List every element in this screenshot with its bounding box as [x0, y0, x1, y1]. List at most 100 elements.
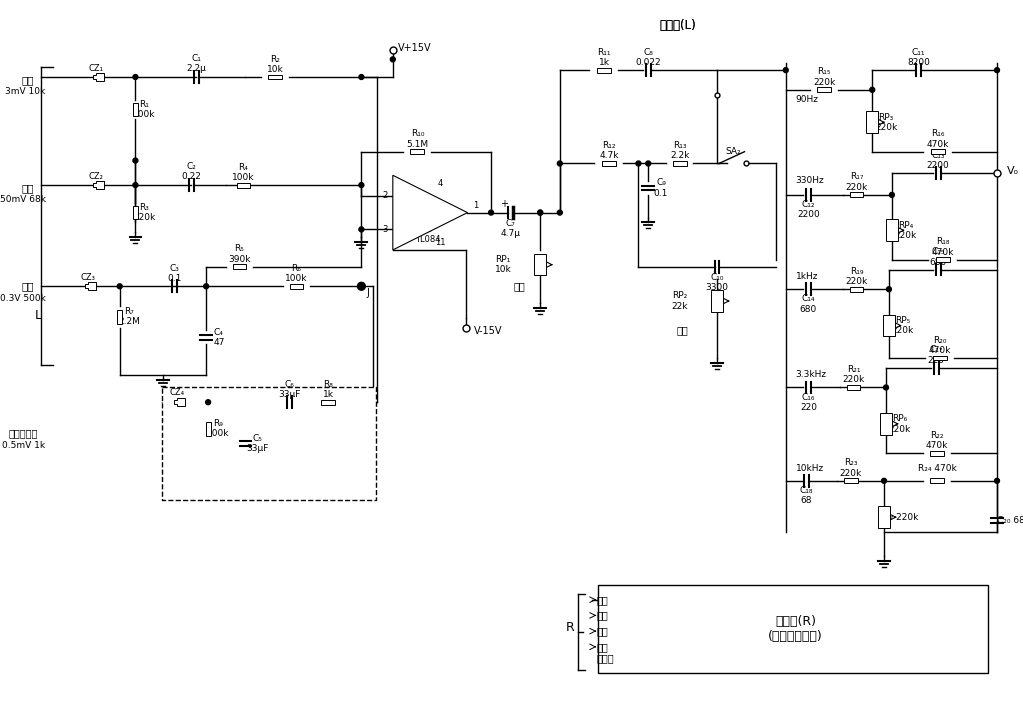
Text: C₉
0.1: C₉ 0.1	[654, 178, 668, 198]
Text: R₁₅
220k: R₁₅ 220k	[813, 67, 835, 87]
Bar	[268, 74, 281, 79]
Text: 磁头或其它: 磁头或其它	[9, 429, 38, 439]
Circle shape	[884, 385, 888, 390]
Bar	[931, 149, 945, 154]
Text: RP₇ 220k: RP₇ 220k	[878, 513, 918, 522]
Text: RP₄
220k: RP₄ 220k	[894, 221, 917, 240]
Text: J: J	[367, 288, 369, 298]
Circle shape	[882, 478, 887, 483]
Bar	[711, 290, 723, 312]
Bar	[880, 413, 892, 435]
Text: CZ₂: CZ₂	[89, 172, 103, 180]
Bar	[236, 183, 251, 188]
Text: C₁₇
220: C₁₇ 220	[928, 345, 944, 364]
Text: R₁
100k: R₁ 100k	[133, 100, 155, 119]
Circle shape	[204, 284, 209, 289]
Polygon shape	[174, 398, 184, 406]
Bar	[232, 264, 247, 269]
Text: R₁₂
4.7k: R₁₂ 4.7k	[599, 141, 619, 160]
Circle shape	[558, 210, 563, 215]
Text: −: −	[395, 185, 405, 198]
Text: R₉
100k: R₉ 100k	[207, 419, 229, 438]
Text: 或其它: 或其它	[596, 654, 614, 664]
Text: 平衡: 平衡	[677, 326, 688, 336]
Text: 1: 1	[473, 201, 478, 211]
Circle shape	[359, 74, 364, 79]
Text: 磁头: 磁头	[596, 642, 608, 652]
Bar	[850, 287, 863, 291]
Text: C₁₂
2200: C₁₂ 2200	[797, 200, 819, 219]
Text: R₂₂
470k: R₂₂ 470k	[926, 431, 948, 450]
Text: C₁₁
8200: C₁₁ 8200	[907, 48, 930, 67]
Text: 唱机: 唱机	[21, 281, 34, 291]
Text: +: +	[500, 199, 507, 209]
Text: 线路: 线路	[21, 183, 34, 193]
Text: C₅
33μF: C₅ 33μF	[247, 434, 268, 453]
Text: 左声道(L): 左声道(L)	[660, 19, 696, 32]
Text: 4: 4	[438, 178, 443, 188]
Text: C₁₃
2200: C₁₃ 2200	[927, 151, 949, 170]
Bar	[603, 161, 616, 166]
Text: R₄
100k: R₄ 100k	[232, 163, 255, 182]
Bar	[850, 193, 863, 198]
Text: C₁₆
220: C₁₆ 220	[800, 392, 817, 412]
Text: 10kHz: 10kHz	[796, 463, 824, 473]
Circle shape	[646, 161, 651, 166]
Text: C₁₅
680: C₁₅ 680	[930, 247, 946, 266]
Text: R₁₆
470k: R₁₆ 470k	[927, 129, 949, 149]
Text: 50mV 68k: 50mV 68k	[0, 195, 46, 204]
Circle shape	[887, 287, 891, 291]
Text: R₂₁
220k: R₂₁ 220k	[843, 365, 864, 384]
Circle shape	[133, 74, 138, 79]
Text: 3: 3	[383, 225, 388, 234]
Text: 1/4: 1/4	[419, 225, 433, 234]
Bar	[883, 315, 895, 337]
Text: L: L	[35, 309, 42, 322]
Text: 话筒: 话筒	[21, 75, 34, 85]
Circle shape	[391, 57, 395, 62]
Circle shape	[489, 210, 493, 215]
Bar	[930, 478, 944, 483]
Polygon shape	[85, 282, 96, 290]
Circle shape	[538, 210, 542, 215]
Text: RP₂
22k: RP₂ 22k	[671, 291, 687, 311]
Bar	[930, 451, 944, 456]
Circle shape	[870, 87, 875, 92]
Text: RP₆
220k: RP₆ 220k	[889, 414, 910, 433]
Bar	[936, 257, 950, 262]
Text: R₁₃
2.2k: R₁₃ 2.2k	[670, 141, 690, 160]
Bar	[866, 112, 878, 133]
Bar	[162, 387, 376, 500]
Text: C₁₄
680: C₁₄ 680	[800, 294, 817, 314]
Text: C₁₀
3300: C₁₀ 3300	[706, 273, 728, 292]
Text: R₁₀
5.1M: R₁₀ 5.1M	[406, 129, 429, 149]
Circle shape	[889, 193, 894, 198]
Circle shape	[206, 400, 211, 405]
Text: R₈
1k: R₈ 1k	[322, 379, 333, 399]
Text: TL084: TL084	[415, 235, 441, 243]
Bar	[886, 220, 898, 241]
Text: 0.5mV 1k: 0.5mV 1k	[2, 441, 45, 450]
Polygon shape	[93, 181, 104, 189]
Text: R₁₁
1k: R₁₁ 1k	[597, 48, 611, 67]
Bar	[673, 161, 686, 166]
Text: C₁₈
68: C₁₈ 68	[800, 486, 813, 505]
Text: R₅
390k: R₅ 390k	[228, 244, 251, 263]
Text: RP₃
220k: RP₃ 220k	[875, 112, 897, 132]
Text: 音量: 音量	[514, 281, 526, 291]
Bar	[321, 400, 335, 405]
Text: C₂₀ 68: C₂₀ 68	[996, 516, 1023, 525]
Text: R₂
10k: R₂ 10k	[267, 54, 283, 74]
Circle shape	[784, 68, 789, 72]
Bar	[410, 149, 425, 154]
Text: Vₒ: Vₒ	[1007, 166, 1019, 176]
Text: 11: 11	[435, 238, 445, 246]
Text: V-15V: V-15V	[474, 326, 502, 337]
FancyBboxPatch shape	[598, 585, 988, 673]
Circle shape	[133, 158, 138, 163]
Bar	[290, 284, 304, 289]
Text: CZ₄: CZ₄	[169, 388, 184, 397]
Text: R₁₉
220k: R₁₉ 220k	[845, 267, 868, 286]
Circle shape	[359, 227, 364, 232]
Circle shape	[118, 284, 122, 289]
